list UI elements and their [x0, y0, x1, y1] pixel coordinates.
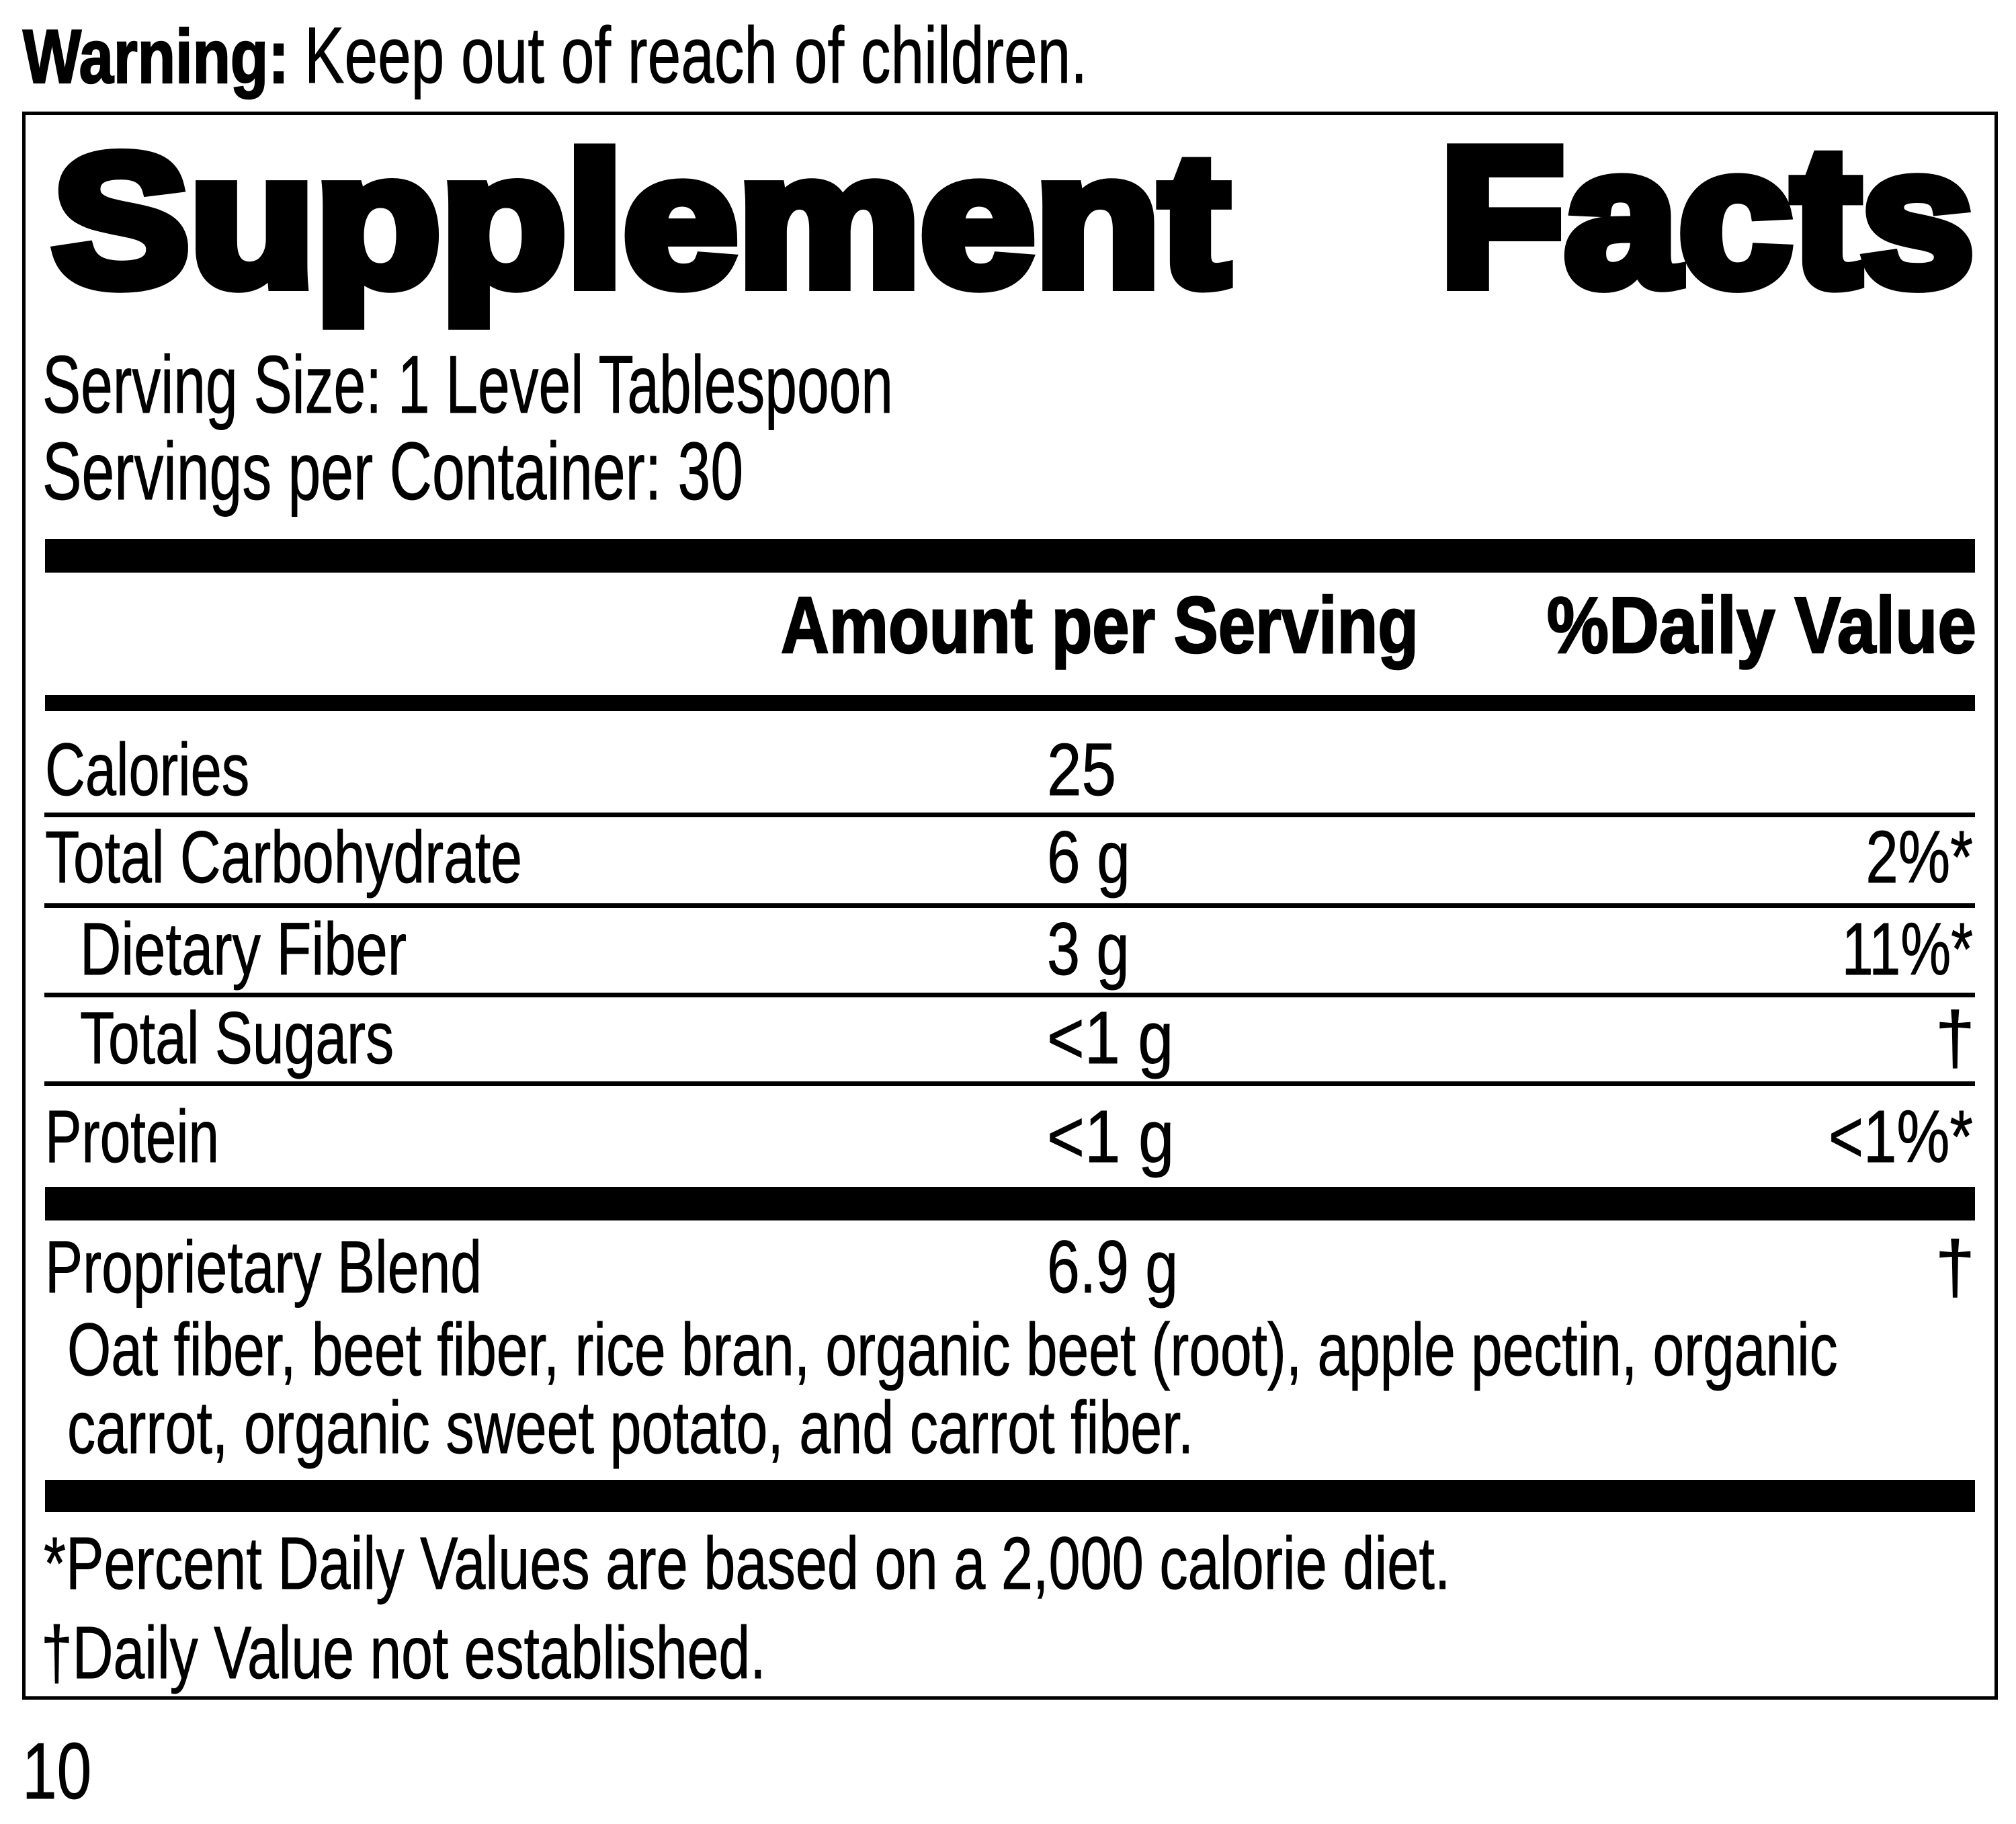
svg-text:Amount per Serving: Amount per Serving	[781, 581, 1419, 670]
svg-text:Keep out of reach of children.: Keep out of reach of children.	[304, 11, 1087, 100]
svg-text:25: 25	[1047, 728, 1116, 811]
svg-text:Facts: Facts	[1439, 107, 1974, 327]
svg-text:<1 g: <1 g	[1047, 1095, 1174, 1178]
svg-text:†Daily Value not established.: †Daily Value not established.	[41, 1611, 766, 1694]
svg-text:†: †	[1935, 997, 1975, 1079]
svg-text:*Percent Daily Values are base: *Percent Daily Values are based on a 2,0…	[44, 1522, 1450, 1604]
svg-text:%Daily Value: %Daily Value	[1547, 580, 1976, 669]
svg-text:Total Sugars: Total Sugars	[80, 996, 394, 1079]
svg-text:6 g: 6 g	[1047, 816, 1130, 899]
svg-text:Supplement: Supplement	[52, 116, 1228, 326]
svg-text:6.9 g: 6.9 g	[1047, 1227, 1178, 1309]
svg-text:Warning:: Warning:	[23, 14, 289, 99]
svg-text:<1 g: <1 g	[1047, 997, 1173, 1079]
svg-text:Serving Size: 1 Level Tablespo: Serving Size: 1 Level Tablespoon	[42, 339, 893, 430]
svg-text:10: 10	[22, 1726, 91, 1816]
svg-text:Oat fiber, beet fiber, rice br: Oat fiber, beet fiber, rice bran, organi…	[67, 1308, 1838, 1391]
svg-text:†: †	[1935, 1226, 1975, 1309]
svg-text:2%*: 2%*	[1865, 816, 1973, 899]
svg-text:Servings per Container: 30: Servings per Container: 30	[42, 425, 743, 517]
svg-text:Protein: Protein	[45, 1095, 219, 1178]
svg-text:Dietary Fiber: Dietary Fiber	[80, 907, 407, 990]
svg-text:3 g: 3 g	[1047, 909, 1130, 991]
svg-text:Calories: Calories	[45, 729, 249, 811]
svg-text:11%*: 11%*	[1842, 907, 1973, 990]
svg-text:<1%*: <1%*	[1829, 1095, 1973, 1178]
svg-text:Proprietary Blend: Proprietary Blend	[45, 1225, 482, 1309]
svg-text:Total Carbohydrate: Total Carbohydrate	[45, 815, 522, 899]
svg-text:carrot, organic sweet potato,: carrot, organic sweet potato, and carrot…	[67, 1386, 1193, 1468]
